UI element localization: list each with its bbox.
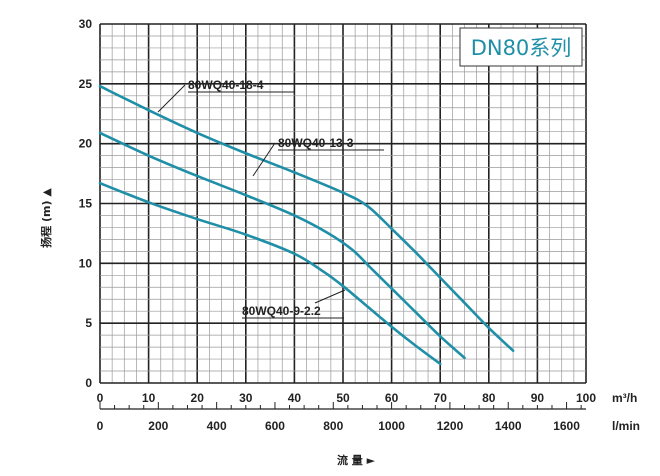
x-tick-label: 70 xyxy=(434,391,448,405)
x-secondary-tick-label: 400 xyxy=(207,419,227,433)
y-axis-title: 扬程 (m) ▲ xyxy=(39,188,53,248)
x-tick-label: 50 xyxy=(336,391,350,405)
x-tick-label: 40 xyxy=(288,391,302,405)
x-tick-label: 10 xyxy=(142,391,156,405)
series-callouts: 80WQ40-18-4 80WQ40-13-3 80WQ40-9-2.2 xyxy=(157,78,384,319)
series-80wq40-9-2-2-line xyxy=(98,181,442,366)
x-secondary-tick-label: 600 xyxy=(265,419,285,433)
y-tick-label: 5 xyxy=(85,316,92,330)
chart-axes xyxy=(99,402,586,410)
x-secondary-tick-label: 1200 xyxy=(437,419,464,433)
x-axis-title: 流 量 ► xyxy=(337,453,376,467)
x-unit-primary: m³/h xyxy=(612,391,637,405)
x-tick-label: 0 xyxy=(97,391,104,405)
x-secondary-tick-label: 200 xyxy=(148,419,168,433)
chart-grid xyxy=(99,23,587,384)
y-tick-label: 10 xyxy=(79,256,93,270)
x-tick-label: 60 xyxy=(385,391,399,405)
x-tick-label: 90 xyxy=(531,391,545,405)
x-unit-secondary: l/min xyxy=(612,419,640,433)
y-tick-label: 20 xyxy=(79,137,93,151)
x-tick-label: 100 xyxy=(576,391,596,405)
y-tick-label: 25 xyxy=(79,77,93,91)
series-80wq40-9-2-2-label: 80WQ40-9-2.2 xyxy=(242,304,321,318)
x-tick-label: 30 xyxy=(239,391,253,405)
series-80wq40-13-3-label: 80WQ40-13-3 xyxy=(278,136,354,150)
x-secondary-tick-label: 1000 xyxy=(378,419,405,433)
callout-leader xyxy=(157,84,186,113)
x-secondary-tick-label: 800 xyxy=(323,419,343,433)
series-80wq40-18-4-label: 80WQ40-18-4 xyxy=(188,78,264,92)
chart-series xyxy=(98,84,515,366)
badge-box xyxy=(459,27,583,67)
y-tick-label: 30 xyxy=(79,17,93,31)
x-tick-label: 20 xyxy=(191,391,205,405)
x-tick-label: 80 xyxy=(482,391,496,405)
callout-leader xyxy=(252,142,276,177)
x-secondary-tick-label: 0 xyxy=(97,419,104,433)
y-tick-label: 15 xyxy=(79,197,93,211)
badge-text: DN80系列 xyxy=(471,36,572,60)
x-secondary-tick-label: 1600 xyxy=(553,419,580,433)
series-badge: DN80系列 xyxy=(459,27,583,67)
series-80wq40-13-3-line xyxy=(98,131,466,360)
callout-leader xyxy=(314,289,346,304)
x-secondary-tick-label: 1400 xyxy=(495,419,522,433)
y-tick-label: 0 xyxy=(85,376,92,390)
series-80wq40-18-4-line xyxy=(98,84,515,352)
